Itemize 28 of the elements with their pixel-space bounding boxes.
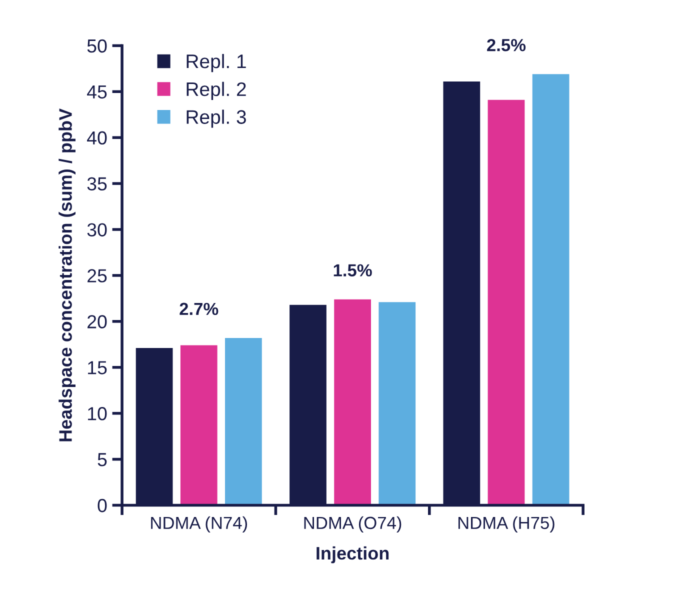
y-axis-title: Headspace concentration (sum) / ppbV xyxy=(58,108,76,442)
y-tick-label: 0 xyxy=(98,498,107,512)
y-tick-label: 20 xyxy=(88,315,107,328)
bar xyxy=(334,299,371,506)
x-tick-label: NDMA (H75) xyxy=(458,516,554,533)
annotation: 2.7% xyxy=(180,302,218,316)
y-tick-label: 40 xyxy=(87,131,107,145)
bar xyxy=(488,100,525,506)
legend-label: Repl. 1 xyxy=(186,54,246,72)
bar xyxy=(378,302,416,506)
y-tick-label: 10 xyxy=(88,407,107,420)
legend-label: Repl. 3 xyxy=(186,110,246,128)
x-axis-title: Injection xyxy=(316,546,389,564)
y-tick-label: 25 xyxy=(88,269,107,282)
y-tick-label: 5 xyxy=(98,453,107,466)
y-tick-label: 30 xyxy=(87,223,107,236)
y-tick-label: 15 xyxy=(88,361,107,374)
legend-label: Repl. 2 xyxy=(186,82,246,100)
y-tick-label: 45 xyxy=(87,86,107,99)
bar xyxy=(180,345,218,506)
y-tick-label: 35 xyxy=(87,177,107,191)
annotation: 2.5% xyxy=(487,38,526,52)
bar xyxy=(532,74,570,506)
annotation: 1.5% xyxy=(334,264,372,276)
y-tick-label: 50 xyxy=(87,39,107,53)
bar xyxy=(225,338,262,506)
x-tick-label: NDMA (N74) xyxy=(151,516,247,533)
x-tick-label: NDMA (O74) xyxy=(304,516,402,533)
